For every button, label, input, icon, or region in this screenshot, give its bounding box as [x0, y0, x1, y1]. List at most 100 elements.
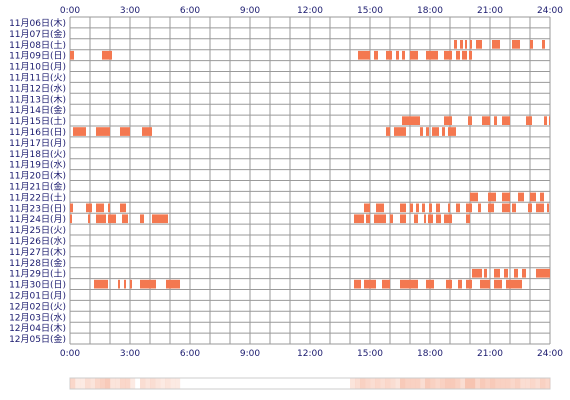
summary-slot — [385, 378, 391, 389]
x-tick-label-bottom: 3:00 — [120, 349, 140, 359]
summary-slot — [95, 378, 101, 389]
summary-slot — [520, 378, 526, 389]
activity-block — [544, 116, 547, 125]
activity-block — [502, 192, 510, 202]
x-tick-label-bottom: 0:00 — [60, 349, 80, 359]
summary-slot — [160, 378, 166, 389]
activity-block — [96, 203, 104, 213]
activity-block — [410, 50, 418, 60]
activity-block — [469, 50, 472, 60]
activity-block — [526, 116, 532, 125]
activity-block — [476, 40, 482, 49]
summary-slot — [85, 378, 91, 389]
row-label: 11月27日(木) — [9, 246, 66, 258]
activity-block — [494, 279, 502, 289]
activity-block — [130, 279, 132, 289]
summary-slot — [115, 378, 121, 389]
activity-block — [386, 127, 390, 136]
summary-slot — [450, 378, 456, 389]
activity-block — [547, 203, 549, 213]
summary-slot — [530, 378, 536, 389]
summary-slot — [435, 378, 441, 389]
summary-slot — [365, 378, 371, 389]
summary-slot — [425, 378, 431, 389]
row-label: 11月29日(土) — [9, 268, 66, 280]
activity-block — [70, 203, 73, 213]
activity-block — [488, 192, 496, 202]
activity-block — [478, 203, 481, 213]
activity-block — [426, 279, 434, 289]
activity-block — [444, 116, 452, 125]
activity-block — [70, 214, 72, 224]
activity-block — [426, 127, 429, 136]
row-label: 11月18日(火) — [9, 149, 66, 160]
activity-block — [436, 203, 440, 213]
activity-block — [432, 127, 439, 136]
activity-block — [512, 40, 520, 49]
activity-block — [456, 50, 460, 60]
x-tick-label-top: 18:00 — [417, 6, 443, 16]
summary-slot — [105, 378, 111, 389]
activity-block — [512, 203, 516, 213]
activity-block — [444, 50, 452, 60]
row-label: 12月04日(木) — [9, 322, 66, 334]
x-tick-label-bottom: 21:00 — [477, 349, 503, 359]
summary-slot — [400, 378, 406, 389]
x-tick-label-top: 9:00 — [240, 6, 260, 16]
activity-block — [429, 203, 432, 213]
summary-slot — [465, 378, 471, 389]
activity-block — [386, 50, 392, 60]
summary-slot — [525, 378, 531, 389]
activity-block — [488, 203, 494, 213]
row-label: 11月24日(月) — [9, 214, 66, 225]
summary-slot — [150, 378, 156, 389]
activity-block — [462, 50, 467, 60]
row-label: 11月22日(土) — [9, 191, 66, 203]
summary-slot — [120, 378, 126, 389]
activity-block — [470, 192, 478, 202]
activity-block — [530, 192, 536, 202]
activity-block — [448, 127, 456, 136]
summary-slot — [535, 378, 541, 389]
row-label: 11月15日(土) — [9, 115, 66, 127]
summary-slot — [495, 378, 501, 389]
summary-slot — [490, 378, 496, 389]
summary-slot — [480, 378, 486, 389]
activity-block — [472, 268, 482, 278]
activity-block — [482, 116, 490, 125]
row-label: 12月02日(火) — [9, 301, 66, 312]
x-tick-label-bottom: 15:00 — [357, 349, 383, 359]
activity-block — [506, 279, 522, 289]
summary-slot — [350, 378, 356, 389]
activity-block — [410, 203, 413, 213]
row-label: 11月07日(金) — [9, 28, 66, 40]
summary-slot — [395, 378, 401, 389]
activity-block — [102, 50, 112, 60]
activity-block — [120, 127, 130, 136]
x-tick-label-bottom: 24:00 — [537, 349, 563, 359]
activity-block — [96, 214, 106, 224]
row-label: 11月19日(水) — [9, 159, 66, 171]
summary-slot — [510, 378, 516, 389]
summary-slot — [140, 378, 146, 389]
activity-block — [426, 50, 438, 60]
row-label: 11月16日(日) — [9, 127, 66, 138]
grid — [69, 16, 551, 345]
summary-slot — [75, 378, 81, 389]
activity-block — [502, 203, 510, 213]
activity-block — [448, 203, 450, 213]
row-label: 12月05日(金) — [9, 333, 66, 345]
summary-slot — [390, 378, 396, 389]
row-label: 11月28日(金) — [9, 257, 66, 269]
summary-slot — [505, 378, 511, 389]
activity-block — [400, 214, 406, 224]
row-label: 11月25日(火) — [9, 225, 66, 236]
activity-block — [458, 279, 462, 289]
activity-block — [420, 127, 423, 136]
activity-block — [142, 127, 152, 136]
activity-block — [502, 116, 510, 125]
summary-slot — [80, 378, 86, 389]
activity-block — [166, 279, 180, 289]
activity-block — [140, 214, 144, 224]
